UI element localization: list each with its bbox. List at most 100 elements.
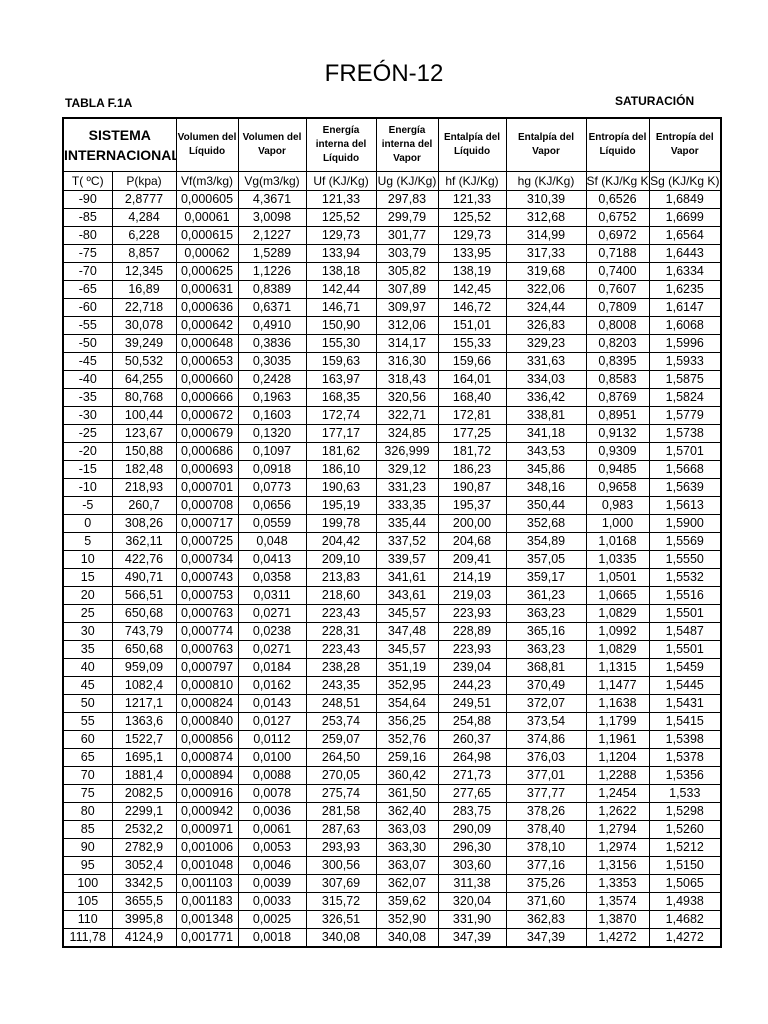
table-cell: 377,16 [505,856,587,875]
table-cell: 1,4938 [648,892,722,911]
table-cell: 1,3353 [585,874,650,893]
table-cell: 209,41 [437,550,507,569]
table-cell: 1,0168 [585,532,650,551]
table-cell: 277,65 [437,784,507,803]
table-cell: 65 [62,748,113,767]
table-row: -50 39,249 0,000648 0,3836 155,30 314,17 155,3… [62,334,722,353]
table-cell: 378,10 [505,838,587,857]
table-cell: 1,5289 [237,244,307,263]
table-row: -5 260,7 0,000708 0,0656 195,19 333,35 195,37 3… [62,496,722,515]
table-label: TABLA F.1A [65,96,133,110]
table-cell: 1,5738 [648,424,722,443]
table-cell: 172,81 [437,406,507,425]
table-cell: 0,00062 [175,244,239,263]
table-cell: 2782,9 [111,838,177,857]
table-cell: 218,93 [111,478,177,497]
table-cell: 168,35 [305,388,377,407]
table-cell: 1,6443 [648,244,722,263]
table-cell: 329,23 [505,334,587,353]
table-row: 85 2532,2 0,000971 0,0061 287,63 363,03 290,09… [62,820,722,839]
table-cell: 1,3574 [585,892,650,911]
table-cell: 309,97 [375,298,439,317]
table-cell: 121,33 [305,190,377,209]
table-cell: 1,5933 [648,352,722,371]
table-row: -25 123,67 0,000679 0,1320 177,17 324,85 177,2… [62,424,722,443]
table-cell: 100,44 [111,406,177,425]
table-cell: 1,5532 [648,568,722,587]
column-header: hg (KJ/Kg) [505,171,587,191]
table-cell: -80 [62,226,113,245]
table-cell: 1082,4 [111,676,177,695]
table-cell: 333,35 [375,496,439,515]
column-header: Ug (KJ/Kg) [375,171,439,191]
table-cell: 1,1315 [585,658,650,677]
table-cell: -70 [62,262,113,281]
table-cell: 0,000605 [175,190,239,209]
table-cell: 50,532 [111,352,177,371]
column-header: Uf (KJ/Kg) [305,171,377,191]
table-cell: 352,68 [505,514,587,533]
table-row: 55 1363,6 0,000840 0,0127 253,74 356,25 254,88… [62,712,722,731]
table-cell: 0,000648 [175,334,239,353]
table-cell: 1,5639 [648,478,722,497]
table-cell: 243,35 [305,676,377,695]
table-cell: 1,6564 [648,226,722,245]
table-cell: 0,000679 [175,424,239,443]
table-cell: 85 [62,820,113,839]
table-cell: 0,0039 [237,874,307,893]
table-cell: 138,18 [305,262,377,281]
table-cell: 0,0046 [237,856,307,875]
table-cell: 239,04 [437,658,507,677]
table-cell: 182,48 [111,460,177,479]
table-cell: -50 [62,334,113,353]
table-cell: 190,63 [305,478,377,497]
table-cell: 650,68 [111,640,177,659]
table-cell: 362,11 [111,532,177,551]
table-cell: 0,0112 [237,730,307,749]
table-cell: 0,000653 [175,352,239,371]
table-cell: 359,17 [505,568,587,587]
table-cell: 0,4910 [237,316,307,335]
table-cell: 0,0656 [237,496,307,515]
table-cell: 1,2622 [585,802,650,821]
table-cell: 0,6371 [237,298,307,317]
table-cell: 363,23 [505,604,587,623]
table-cell: 146,72 [437,298,507,317]
table-cell: 1,5550 [648,550,722,569]
table-cell: 0,001048 [175,856,239,875]
table-cell: 378,26 [505,802,587,821]
table-cell: 260,7 [111,496,177,515]
table-cell: 75 [62,784,113,803]
column-header: P(kpa) [111,171,177,191]
table-cell: 743,79 [111,622,177,641]
table-cell: 248,51 [305,694,377,713]
table-cell: 959,09 [111,658,177,677]
table-row: 75 2082,5 0,000916 0,0078 275,74 361,50 277,65… [62,784,722,803]
table-cell: 365,16 [505,622,587,641]
table-cell: 336,42 [505,388,587,407]
table-cell: 264,98 [437,748,507,767]
table-cell: 0,000666 [175,388,239,407]
table-cell: 352,90 [375,910,439,929]
table-cell: 121,33 [437,190,507,209]
table-cell: 281,58 [305,802,377,821]
table-cell: 1,5824 [648,388,722,407]
table-cell: 0,8395 [585,352,650,371]
table-cell: 0,000672 [175,406,239,425]
table-cell: 223,43 [305,604,377,623]
table-cell: 357,05 [505,550,587,569]
table-cell: 223,93 [437,604,507,623]
table-cell: 20 [62,586,113,605]
table-cell: 0,000717 [175,514,239,533]
table-cell: 0,0773 [237,478,307,497]
table-cell: 0,0127 [237,712,307,731]
table-cell: 1,6068 [648,316,722,335]
table-cell: 164,01 [437,370,507,389]
table-cell: -25 [62,424,113,443]
table-cell: 0,0061 [237,820,307,839]
table-cell: 310,39 [505,190,587,209]
table-cell: 1,4272 [585,928,650,948]
table-cell: 0,0358 [237,568,307,587]
table-cell: 1,2454 [585,784,650,803]
